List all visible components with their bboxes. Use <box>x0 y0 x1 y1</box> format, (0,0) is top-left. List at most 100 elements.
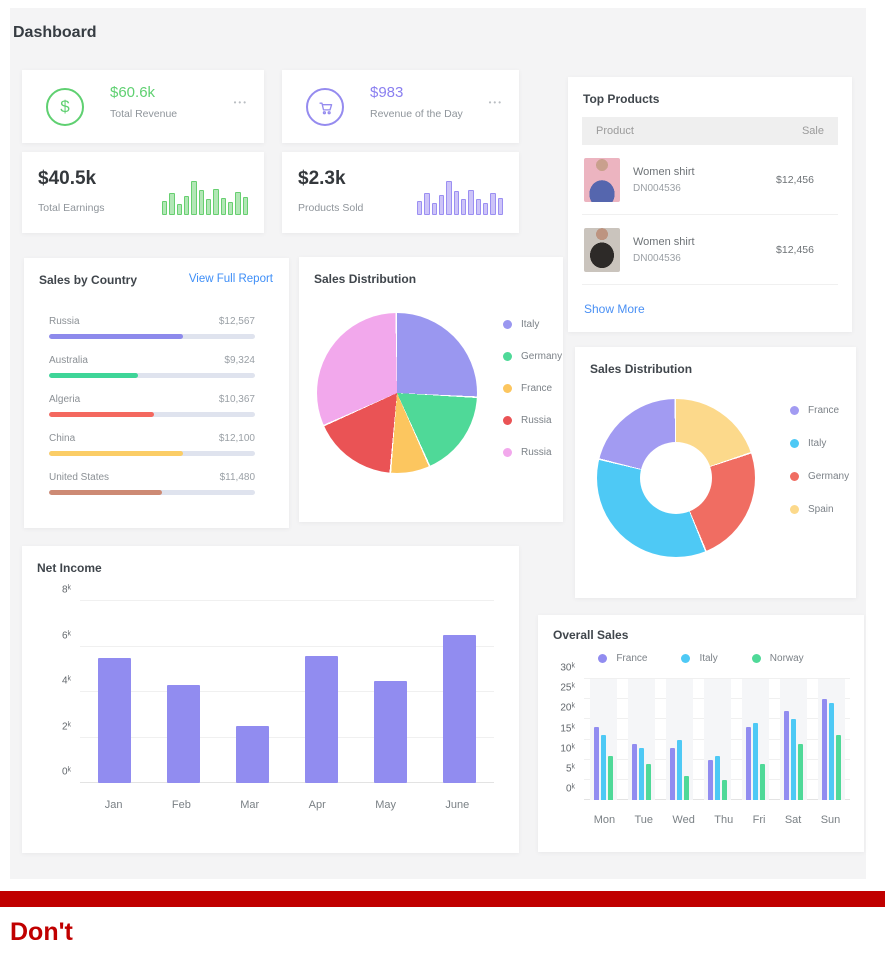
bar-group <box>703 679 731 800</box>
legend-item[interactable]: Germany <box>790 471 849 482</box>
bar <box>374 680 407 783</box>
x-axis-label: June <box>445 799 470 811</box>
spark-bar <box>183 196 190 215</box>
bar <box>305 655 338 783</box>
legend-label: Italy <box>521 319 540 330</box>
country-value: $12,567 <box>218 316 255 327</box>
legend-label: Germany <box>521 351 563 362</box>
country-row: Australia $9,324 <box>49 355 255 378</box>
legend-dot-icon <box>681 654 691 663</box>
country-row: Russia $12,567 <box>49 316 255 339</box>
bar <box>600 735 606 800</box>
column-product: Product <box>596 125 634 137</box>
legend-item[interactable]: Russia <box>503 447 562 458</box>
top-products-rows: Women shirt DN004536 $12,456 Women shirt DN0… <box>582 145 838 285</box>
legend-item[interactable]: Italy <box>681 653 718 664</box>
country-bar-fill <box>49 373 138 378</box>
sales-by-country-title: Sales by Country <box>39 273 138 287</box>
country-label: United States <box>49 472 110 483</box>
sales-distribution-pie-card: Sales Distribution Italy Germany France Rus… <box>299 257 563 522</box>
legend-label: Norway <box>769 653 804 664</box>
x-axis-label: Fri <box>752 814 766 826</box>
legend-item[interactable]: Russia <box>503 415 562 426</box>
country-value: $11,480 <box>219 472 255 483</box>
total-earnings-value: $40.5k <box>38 168 97 189</box>
legend-item[interactable]: Spain <box>790 504 849 515</box>
legend-label: Russia <box>521 415 552 426</box>
more-options-icon[interactable]: ••• <box>488 98 503 107</box>
legend-dot-icon <box>790 406 799 415</box>
sales-distribution-pie <box>317 313 477 473</box>
country-line: Algeria $10,367 <box>49 394 255 405</box>
legend-dot-icon <box>503 448 512 457</box>
page-title: Dashboard <box>13 24 97 41</box>
bar <box>631 743 637 800</box>
country-value: $9,324 <box>224 355 255 366</box>
product-sale-value: $12,456 <box>776 173 814 186</box>
total-earnings-label: Total Earnings <box>38 202 105 214</box>
bar <box>752 723 758 800</box>
x-axis-label: Thu <box>714 814 734 826</box>
gridline <box>80 691 494 692</box>
spark-bar <box>490 192 496 215</box>
cart-icon <box>306 88 344 126</box>
spark-bar <box>242 197 248 215</box>
x-axis-label: Tue <box>634 814 654 826</box>
y-axis-tick: 30k <box>560 662 575 674</box>
legend-label: Italy <box>699 653 718 664</box>
y-axis-tick: 10k <box>560 743 575 755</box>
gridline <box>80 782 494 783</box>
gridline <box>80 600 494 601</box>
product-info: Women shirt DN004536 <box>633 166 695 194</box>
overall-sales-title: Overall Sales <box>553 628 629 642</box>
legend-item[interactable]: Germany <box>503 351 562 362</box>
country-line: Australia $9,324 <box>49 355 255 366</box>
legend-dot-icon <box>503 352 512 361</box>
top-products-header: Product Sale <box>582 117 838 145</box>
total-revenue-label: Total Revenue <box>110 108 178 120</box>
product-image <box>584 157 620 202</box>
legend-dot-icon <box>751 654 761 663</box>
country-bar-track <box>49 412 255 417</box>
y-axis-tick: 2k <box>61 721 71 732</box>
bar <box>607 755 613 800</box>
bar-series <box>80 601 494 783</box>
revenue-day-card: $983 Revenue of the Day ••• <box>282 70 519 143</box>
revenue-day-value: $983 <box>370 84 404 101</box>
y-axis-tick: 15k <box>560 723 575 734</box>
country-bar-track <box>49 334 255 339</box>
legend-item[interactable]: France <box>790 405 849 416</box>
x-axis-label: Sun <box>820 814 841 826</box>
spark-bar <box>417 201 423 215</box>
country-label: Australia <box>49 355 88 366</box>
spark-bar <box>460 198 467 215</box>
country-value: $10,367 <box>218 394 255 405</box>
legend-item[interactable]: Norway <box>751 653 804 664</box>
donut-legend: France Italy Germany Spain <box>790 405 849 515</box>
gridline <box>80 645 494 647</box>
spark-bar <box>191 180 197 215</box>
legend-item[interactable]: France <box>598 653 647 664</box>
legend-item[interactable]: Italy <box>790 438 849 449</box>
net-income-card: Net Income 0k 2k 4k 6k 8k Jan Feb Mar Apr May Jun… <box>22 546 519 853</box>
net-income-title: Net Income <box>37 561 102 575</box>
country-label: China <box>49 433 76 444</box>
bar <box>745 727 751 800</box>
show-more-link[interactable]: Show More <box>584 302 645 316</box>
bar <box>821 699 827 800</box>
more-options-icon[interactable]: ••• <box>233 98 248 107</box>
legend-item[interactable]: Italy <box>503 319 562 330</box>
spark-bar <box>235 191 241 215</box>
bar <box>593 727 599 800</box>
pie-legend: Italy Germany France Russia Russia <box>503 319 562 458</box>
country-line: United States $11,480 <box>49 472 255 483</box>
overall-sales-xlabels: Mon Tue Wed Thu Fri Sat Sun <box>584 814 850 826</box>
bar <box>835 735 841 800</box>
legend-label: France <box>808 405 840 416</box>
legend-label: Russia <box>521 447 552 458</box>
country-bar-fill <box>49 334 183 339</box>
country-row: China $12,100 <box>49 433 255 456</box>
y-axis-tick: 6k <box>61 630 71 641</box>
view-full-report-link[interactable]: View Full Report <box>188 273 273 285</box>
legend-item[interactable]: France <box>503 383 562 394</box>
